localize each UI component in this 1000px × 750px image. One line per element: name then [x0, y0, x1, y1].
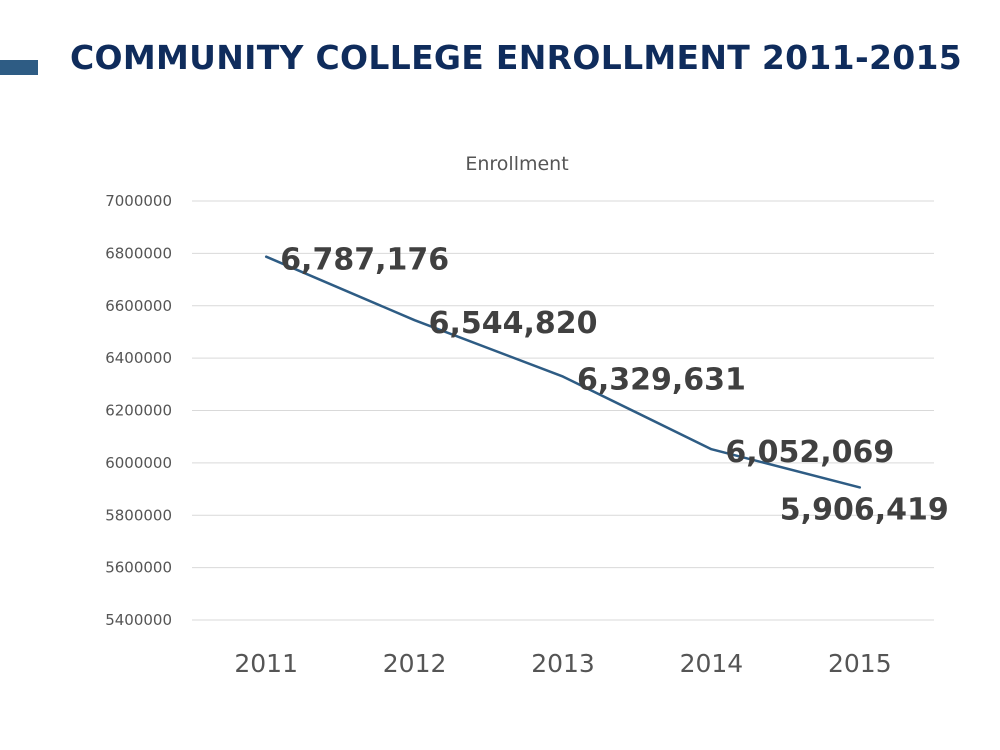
- y-tick-label: 6800000: [105, 244, 172, 262]
- y-tick-label: 7000000: [105, 192, 172, 210]
- data-label: 6,787,176: [280, 243, 449, 278]
- x-tick-label: 2015: [828, 649, 892, 678]
- y-tick-label: 5800000: [105, 506, 172, 524]
- y-tick-label: 6600000: [105, 297, 172, 315]
- x-tick-label: 2013: [531, 649, 595, 678]
- y-axis-ticks: 5400000 5600000 5800000 6000000 6200000 64000…: [105, 192, 172, 629]
- x-tick-label: 2012: [383, 649, 447, 678]
- y-tick-label: 6400000: [105, 349, 172, 367]
- data-labels: 6,787,176 6,544,820 6,329,631 6,052,069 5,90…: [280, 243, 949, 528]
- data-label: 5,906,419: [780, 492, 949, 527]
- y-tick-label: 6200000: [105, 402, 172, 420]
- gridlines: [192, 200, 934, 621]
- x-tick-label: 2011: [234, 649, 298, 678]
- y-tick-label: 5400000: [105, 611, 172, 629]
- chart-title: Enrollment: [465, 153, 568, 175]
- x-axis-ticks: 2011 2012 2013 2014 2015: [234, 649, 891, 678]
- series-line: [264, 255, 862, 489]
- y-tick-label: 5600000: [105, 559, 172, 577]
- y-tick-label: 6000000: [105, 454, 172, 472]
- title-accent-bar: [0, 60, 38, 75]
- series-line-group: [264, 255, 862, 489]
- data-label: 6,544,820: [429, 306, 598, 341]
- data-label: 6,052,069: [725, 435, 894, 470]
- x-tick-label: 2014: [680, 649, 744, 678]
- slide-title: COMMUNITY COLLEGE ENROLLMENT 2011-2015: [70, 38, 962, 77]
- data-label: 6,329,631: [577, 363, 746, 398]
